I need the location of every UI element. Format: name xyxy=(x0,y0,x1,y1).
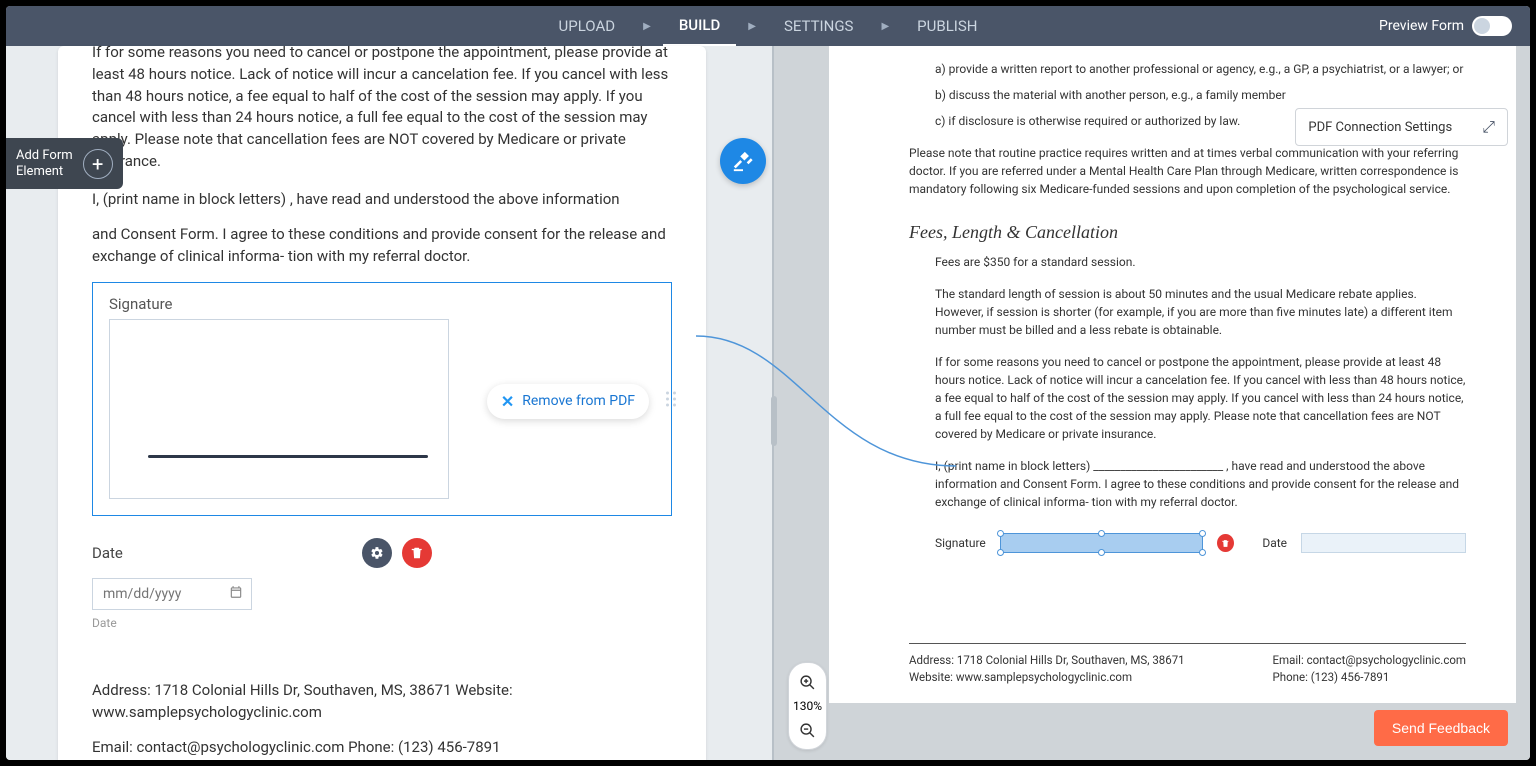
remove-from-pdf-label: Remove from PDF xyxy=(522,393,635,409)
pdf-length-para: The standard length of session is about … xyxy=(935,285,1466,339)
nav-step-settings[interactable]: SETTINGS xyxy=(768,7,870,45)
date-sublabel: Date xyxy=(92,616,672,630)
date-label: Date xyxy=(92,544,352,562)
add-form-element-label: Add Form Element xyxy=(16,148,73,179)
pdf-footer-left: Address: 1718 Colonial Hills Dr, Southav… xyxy=(909,652,1185,687)
form-paragraph: I, (print name in block letters) , have … xyxy=(92,189,672,211)
pdf-bullet-b: b) discuss the material with another per… xyxy=(935,86,1466,104)
pdf-field-delete-button[interactable] xyxy=(1217,534,1234,552)
trash-icon xyxy=(410,546,424,560)
zoom-level: 130% xyxy=(793,699,822,713)
form-footer-info: Address: 1718 Colonial Hills Dr, Southav… xyxy=(92,680,672,759)
date-input[interactable]: mm/dd/yyyy xyxy=(92,578,252,610)
pdf-date-field[interactable] xyxy=(1301,533,1466,553)
form-paragraph: and Consent Form. I agree to these condi… xyxy=(92,224,672,268)
date-input-wrap: mm/dd/yyyy Date xyxy=(92,578,672,630)
pdf-signature-field[interactable] xyxy=(1000,533,1204,553)
zoom-out-button[interactable] xyxy=(797,719,819,741)
toggle-switch[interactable] xyxy=(1472,16,1512,36)
pdf-note: Please note that routine practice requir… xyxy=(909,144,1466,198)
signature-label: Signature xyxy=(109,295,655,313)
right-panel: a) provide a written report to another p… xyxy=(772,46,1530,760)
tools-button[interactable] xyxy=(720,138,766,184)
nav-steps: UPLOAD ▶ BUILD ▶ SETTINGS ▶ PUBLISH xyxy=(543,6,994,47)
pdf-date-label: Date xyxy=(1262,536,1287,550)
collapse-icon: ⤢ xyxy=(1482,117,1495,137)
nav-step-build[interactable]: BUILD xyxy=(663,6,736,47)
pdf-fees-line: Fees are $350 for a standard session. xyxy=(935,253,1466,271)
drag-handle-icon[interactable] xyxy=(666,391,677,406)
date-placeholder: mm/dd/yyyy xyxy=(103,586,181,602)
preview-form-label: Preview Form xyxy=(1379,18,1464,34)
footer-address: Address: 1718 Colonial Hills Dr, Southav… xyxy=(92,680,672,724)
pdf-cancel-para: If for some reasons you need to cancel o… xyxy=(935,353,1466,443)
pdf-signature-row: Signature Date xyxy=(935,533,1466,553)
signature-field-block[interactable]: Signature ✕ Remove from PDF xyxy=(92,282,672,516)
pdf-footer-phone: Phone: (123) 456-7891 xyxy=(1273,669,1467,686)
plus-icon: + xyxy=(83,149,113,179)
zoom-controls: 130% xyxy=(788,662,827,750)
pdf-bullet-a: a) provide a written report to another p… xyxy=(935,60,1466,78)
chevron-right-icon: ▶ xyxy=(881,21,889,32)
send-feedback-button[interactable]: Send Feedback xyxy=(1374,710,1508,746)
pdf-signature-label: Signature xyxy=(935,536,986,550)
zoom-out-icon xyxy=(799,722,816,739)
app-root: UPLOAD ▶ BUILD ▶ SETTINGS ▶ PUBLISH Prev… xyxy=(6,6,1530,760)
date-field-row: Date xyxy=(92,538,672,568)
resize-handle[interactable] xyxy=(1098,530,1105,537)
panel-resize-handle[interactable] xyxy=(771,396,777,446)
resize-handle[interactable] xyxy=(997,549,1004,556)
close-icon: ✕ xyxy=(501,392,514,411)
resize-handle[interactable] xyxy=(997,530,1004,537)
pdf-connection-label: PDF Connection Settings xyxy=(1308,120,1452,135)
pdf-consent-para: I, (print name in block letters) _______… xyxy=(935,457,1466,511)
pdf-footer-email: Email: contact@psychologyclinic.com xyxy=(1273,652,1467,669)
gavel-icon xyxy=(732,150,754,172)
top-nav: UPLOAD ▶ BUILD ▶ SETTINGS ▶ PUBLISH Prev… xyxy=(6,6,1530,46)
resize-handle[interactable] xyxy=(1199,530,1206,537)
pdf-connection-settings-button[interactable]: PDF Connection Settings ⤢ xyxy=(1295,108,1508,146)
nav-step-publish[interactable]: PUBLISH xyxy=(901,7,993,45)
chevron-right-icon: ▶ xyxy=(748,21,756,32)
pdf-section-heading: Fees, Length & Cancellation xyxy=(909,222,1466,243)
resize-handle[interactable] xyxy=(1098,549,1105,556)
pdf-footer-right: Email: contact@psychologyclinic.com Phon… xyxy=(1273,652,1467,687)
preview-form-toggle[interactable]: Preview Form xyxy=(1379,16,1512,36)
footer-contact: Email: contact@psychologyclinic.com Phon… xyxy=(92,737,672,759)
gear-icon xyxy=(370,546,384,560)
resize-handle[interactable] xyxy=(1199,549,1206,556)
chevron-right-icon: ▶ xyxy=(643,21,651,32)
trash-icon xyxy=(1221,539,1230,548)
field-settings-button[interactable] xyxy=(362,538,392,568)
pdf-footer-address: Address: 1718 Colonial Hills Dr, Southav… xyxy=(909,652,1185,669)
field-delete-button[interactable] xyxy=(402,538,432,568)
zoom-in-icon xyxy=(799,674,816,691)
pdf-footer: Address: 1718 Colonial Hills Dr, Southav… xyxy=(909,643,1466,687)
zoom-in-button[interactable] xyxy=(797,671,819,693)
nav-step-upload[interactable]: UPLOAD xyxy=(543,7,632,45)
signature-line xyxy=(148,455,428,458)
add-form-element-button[interactable]: Add Form Element + xyxy=(6,138,123,189)
form-paragraph: If for some reasons you need to cancel o… xyxy=(92,42,672,173)
calendar-icon xyxy=(229,585,243,603)
form-card: If for some reasons you need to cancel o… xyxy=(58,46,706,760)
remove-from-pdf-button[interactable]: ✕ Remove from PDF xyxy=(487,384,649,419)
signature-pad[interactable] xyxy=(109,319,449,499)
main-split: If for some reasons you need to cancel o… xyxy=(6,46,1530,760)
pdf-footer-website: Website: www.samplepsychologyclinic.com xyxy=(909,669,1185,686)
